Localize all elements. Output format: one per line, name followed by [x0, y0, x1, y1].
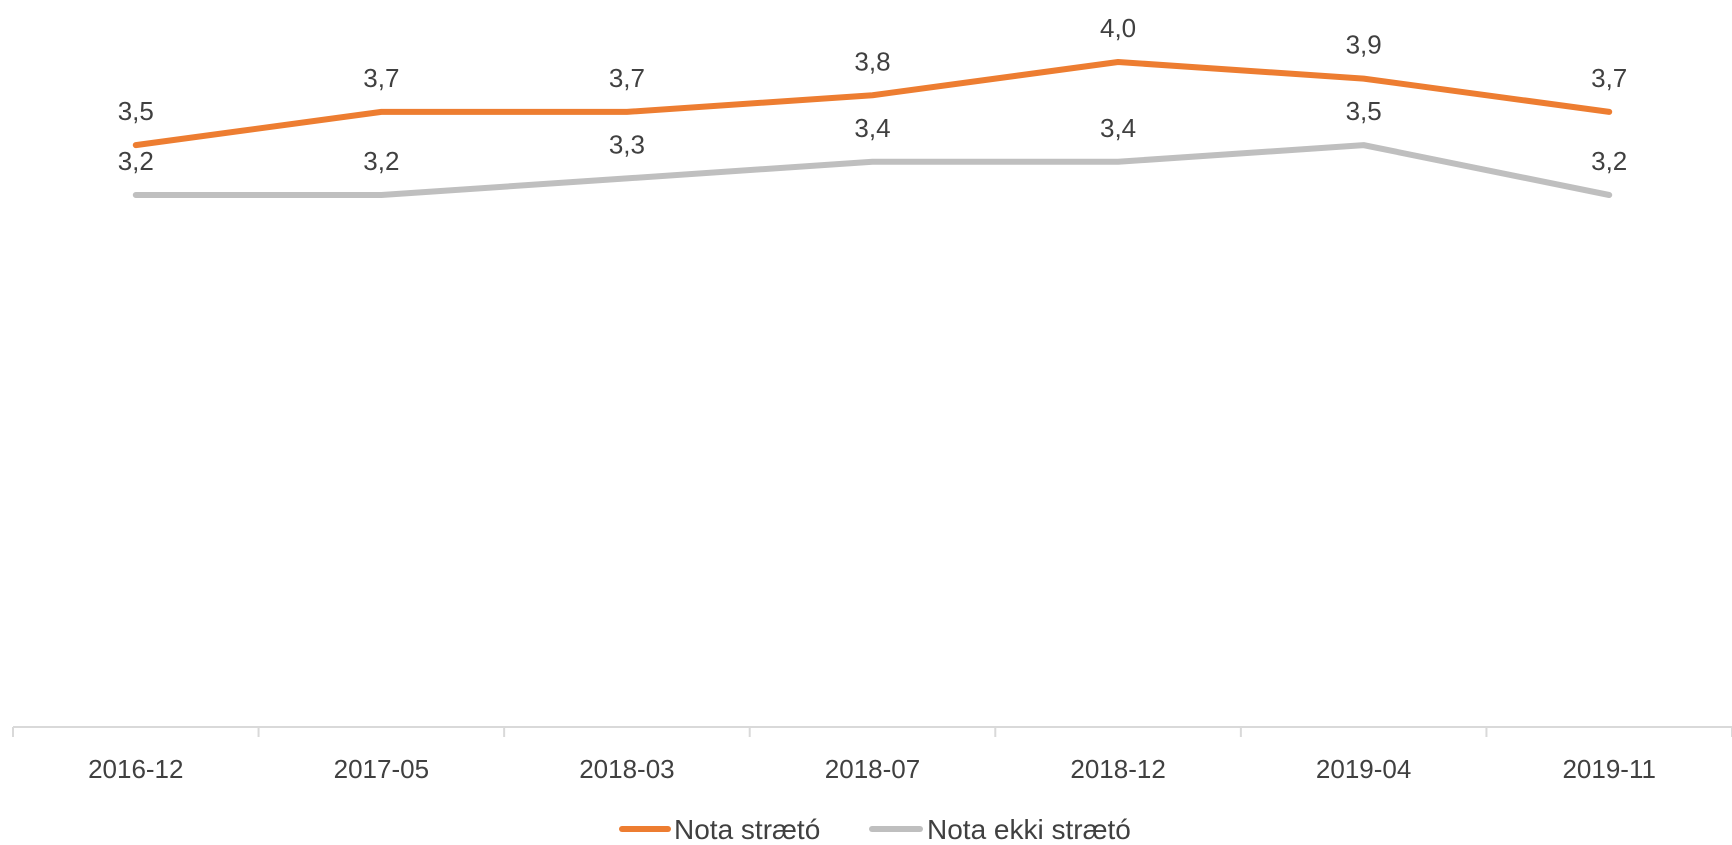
x-tick-label: 2019-04	[1316, 754, 1411, 784]
legend-item-1: Nota strætó	[619, 814, 820, 845]
data-label: 3,4	[1100, 113, 1136, 143]
data-label: 3,7	[1591, 63, 1627, 93]
data-label: 3,5	[118, 96, 154, 126]
data-label: 3,8	[854, 46, 890, 76]
x-tick-label: 2018-07	[825, 754, 920, 784]
data-label: 3,5	[1346, 96, 1382, 126]
x-tick-label: 2017-05	[334, 754, 429, 784]
data-label: 3,3	[609, 129, 645, 159]
data-label: 3,2	[118, 146, 154, 176]
x-tick-label: 2018-12	[1070, 754, 1165, 784]
data-label: 3,2	[1591, 146, 1627, 176]
series-line-2	[132, 142, 1613, 198]
data-label: 3,2	[363, 146, 399, 176]
legend-label: Nota ekki strætó	[927, 814, 1131, 845]
series-line-1	[132, 59, 1613, 149]
x-tick-label: 2019-11	[1562, 754, 1656, 784]
data-label: 3,7	[363, 63, 399, 93]
data-label: 4,0	[1100, 13, 1136, 43]
data-label: 3,4	[854, 113, 890, 143]
plot-area	[132, 59, 1613, 198]
data-label: 3,9	[1346, 30, 1382, 60]
x-tick-label: 2016-12	[88, 754, 183, 784]
data-label: 3,7	[609, 63, 645, 93]
legend: Nota strætó Nota ekki strætó	[619, 814, 1131, 845]
data-labels: 3,5 3,7 3,7 3,8 4,0 3,9 3,7 3,2 3,2 3,3 3,4 3,4 3,5 3…	[118, 13, 1628, 176]
legend-item-2: Nota ekki strætó	[869, 814, 1131, 845]
x-tick-label: 2018-03	[579, 754, 674, 784]
legend-label: Nota strætó	[674, 814, 820, 845]
x-axis: 2016-12 2017-05 2018-03 2018-07 2018-12 2019-…	[12, 726, 1732, 784]
